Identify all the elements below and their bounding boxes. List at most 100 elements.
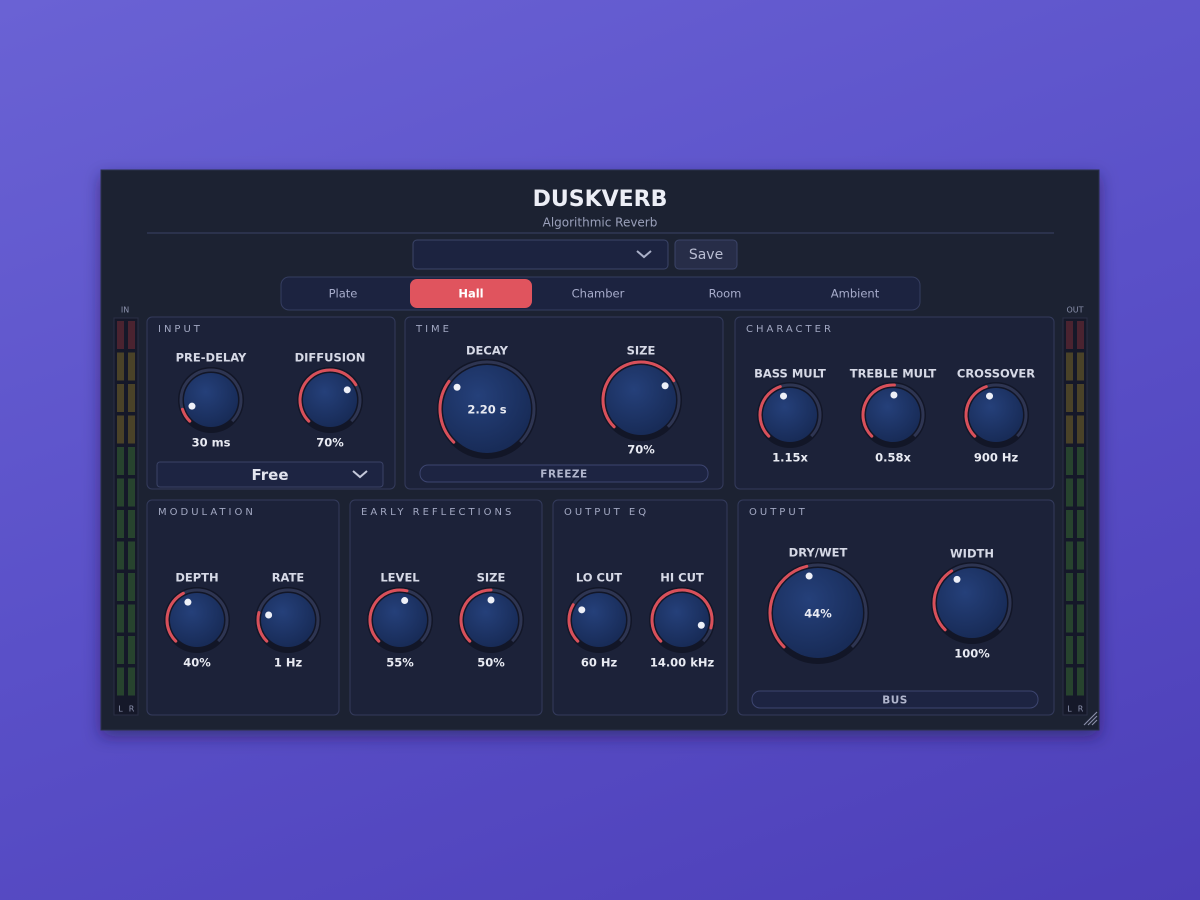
meter-segment — [1077, 352, 1084, 381]
knob-body[interactable] — [464, 593, 518, 647]
knob-pointer — [265, 611, 273, 619]
meter-segment — [1077, 510, 1084, 538]
meter-segment — [1066, 478, 1073, 507]
knob-value-arc — [368, 588, 409, 643]
section-title: EARLY REFLECTIONS — [361, 507, 514, 518]
knob-pointer — [188, 402, 196, 410]
meter-segment — [1066, 510, 1073, 538]
dropdown-arrow — [352, 470, 368, 479]
mode-dropdown[interactable] — [156, 461, 384, 488]
meter-segment — [1066, 541, 1073, 570]
knob-label: LEVEL — [380, 571, 420, 585]
knob-value-arc — [567, 603, 580, 643]
knob-value-arc — [758, 385, 782, 438]
meter-segment — [117, 321, 124, 349]
knob-body[interactable] — [184, 373, 238, 427]
knob-body[interactable] — [866, 388, 920, 442]
meter-segment — [117, 573, 124, 601]
meter-segment — [117, 636, 124, 664]
meter-segment — [117, 384, 124, 412]
meter-segment — [128, 384, 135, 412]
meter-segment — [1066, 321, 1073, 349]
toggle-button[interactable] — [419, 464, 709, 483]
toggle-label: BUS — [882, 695, 908, 707]
knob-pointer — [780, 392, 788, 400]
meter-segment — [1077, 541, 1084, 570]
tab-label[interactable]: Chamber — [572, 287, 625, 301]
resize-grip[interactable] — [1083, 711, 1098, 726]
meter-segment — [1077, 384, 1084, 412]
knob-label: LO CUT — [576, 571, 622, 585]
meter-segment — [117, 447, 124, 475]
meter-segment — [117, 667, 124, 696]
meter-segment — [1077, 667, 1084, 696]
toggle-button[interactable] — [751, 690, 1039, 709]
knob-pointer — [184, 598, 192, 606]
knob-body[interactable] — [170, 593, 224, 647]
knob-body[interactable] — [443, 365, 531, 453]
meter-segment — [1077, 636, 1084, 664]
save-button[interactable] — [674, 239, 738, 270]
knob-body[interactable] — [373, 593, 427, 647]
knob-value: 1 Hz — [274, 656, 303, 670]
knob-body[interactable] — [763, 388, 817, 442]
knob-body[interactable] — [606, 365, 676, 435]
meter-channel: R — [129, 705, 135, 714]
knob-value: 100% — [954, 647, 990, 661]
meter-segment — [128, 321, 135, 349]
knob-pointer — [661, 382, 669, 390]
meter-segment — [117, 604, 124, 633]
knob-body[interactable] — [303, 373, 357, 427]
knob-pointer — [343, 386, 351, 394]
meter-segment — [117, 541, 124, 570]
knob-pointer — [487, 596, 495, 604]
knob-value-arc — [298, 368, 358, 423]
knob-label: TREBLE MULT — [850, 367, 937, 381]
knob-body[interactable] — [572, 593, 626, 647]
knob-value-arc — [932, 569, 954, 632]
meter-segment — [1077, 478, 1084, 507]
knob-label: DRY/WET — [789, 546, 848, 560]
knob-value-arc — [601, 360, 676, 429]
section-panel — [146, 316, 396, 490]
plugin-subtitle: Algorithmic Reverb — [543, 216, 658, 230]
tab-label[interactable]: Ambient — [831, 287, 880, 301]
knob-value: 1.15x — [772, 451, 808, 465]
knob-value: 55% — [386, 656, 414, 670]
knob-value: 70% — [627, 443, 655, 457]
plugin-title: DUSKVERB — [533, 187, 668, 212]
meter-segment — [128, 447, 135, 475]
knob-value-arc — [861, 383, 896, 438]
meter-segment — [128, 352, 135, 381]
knob-label: HI CUT — [660, 571, 704, 585]
knob-label: BASS MULT — [754, 367, 826, 381]
meter-channel: L — [118, 705, 123, 714]
meter-segment — [1066, 604, 1073, 633]
knob-body[interactable] — [937, 568, 1007, 638]
meter-segment — [128, 541, 135, 570]
knob-label: DECAY — [466, 344, 509, 358]
meter-segment — [117, 415, 124, 444]
knob-body[interactable] — [773, 568, 863, 658]
preset-dropdown[interactable] — [412, 239, 669, 270]
tab-label[interactable]: Plate — [329, 287, 358, 301]
knob-value-arc — [650, 588, 714, 643]
tab-label[interactable]: Room — [709, 287, 742, 301]
tab-label[interactable]: Hall — [458, 287, 483, 301]
knob-value-arc — [165, 591, 185, 643]
save-label: Save — [689, 247, 723, 263]
section-panel — [146, 499, 340, 716]
knob-pointer — [986, 392, 994, 400]
meter-segment — [1066, 667, 1073, 696]
section-panel — [552, 499, 728, 716]
knob-label: PRE-DELAY — [176, 351, 247, 365]
knob-pointer — [578, 606, 586, 614]
knob-body[interactable] — [969, 388, 1023, 442]
dropdown-arrow — [636, 250, 652, 259]
knob-value-arc — [459, 588, 493, 643]
meter-segment — [117, 510, 124, 538]
knob-pointer — [453, 383, 461, 391]
knob-body[interactable] — [261, 593, 315, 647]
knob-body[interactable] — [655, 593, 709, 647]
